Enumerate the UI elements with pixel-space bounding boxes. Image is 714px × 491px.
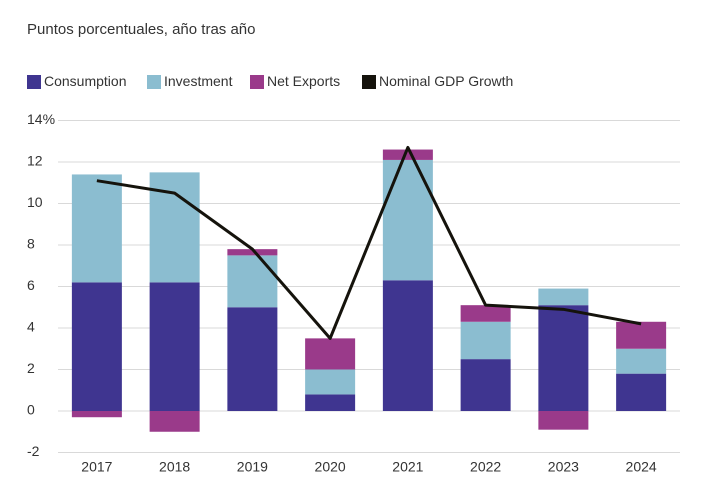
x-tick-label: 2020 — [315, 459, 346, 475]
y-tick-label: -2 — [27, 443, 40, 459]
bar-segment — [305, 394, 356, 411]
x-tick-label: 2019 — [237, 459, 268, 475]
bar-segment — [71, 411, 122, 418]
bar-segment — [538, 288, 589, 306]
bar-segment — [616, 373, 667, 411]
x-tick-label: 2017 — [81, 459, 112, 475]
x-tick-label: 2023 — [548, 459, 579, 475]
x-tick-label: 2021 — [392, 459, 423, 475]
bar-segment — [227, 255, 278, 308]
bar-segment — [382, 280, 433, 411]
bar-segment — [71, 282, 122, 411]
bar-segment — [382, 159, 433, 281]
chart-subtitle: Puntos porcentuales, año tras año — [27, 21, 256, 38]
x-tick-label: 2022 — [470, 459, 501, 475]
y-tick-label: 12 — [27, 153, 43, 169]
bar-segment — [227, 307, 278, 411]
y-tick-label: 4 — [27, 319, 35, 335]
legend-label: Net Exports — [267, 73, 340, 89]
legend-label: Investment — [164, 73, 233, 89]
bar-segment — [538, 305, 589, 411]
bar-segment — [149, 282, 200, 411]
legend-swatch — [147, 75, 161, 89]
x-tick-label: 2024 — [626, 459, 657, 475]
x-tick-label: 2018 — [159, 459, 190, 475]
line — [96, 145, 642, 340]
bar-segment — [460, 359, 511, 411]
y-tick-label: 8 — [27, 236, 35, 252]
legend-label: Nominal GDP Growth — [379, 73, 513, 89]
bar-segment — [227, 249, 278, 256]
bar-segment — [305, 369, 356, 395]
bar-segment — [305, 338, 356, 370]
legend-label: Consumption — [44, 73, 127, 89]
bar-segment — [538, 411, 589, 430]
bar-segment — [616, 321, 667, 349]
bar-segment — [460, 321, 511, 360]
y-tick-label: 0 — [27, 402, 35, 418]
bar-segment — [460, 305, 511, 322]
y-tick-label: 14% — [27, 111, 55, 127]
bar-segment — [71, 174, 122, 283]
bar-segment — [616, 348, 667, 374]
legend-swatch — [250, 75, 264, 89]
bar-segment — [149, 411, 200, 432]
y-tick-label: 2 — [27, 360, 35, 376]
legend-swatch — [362, 75, 376, 89]
y-tick-label: 10 — [27, 194, 43, 210]
y-tick-label: 6 — [27, 277, 35, 293]
legend-swatch — [27, 75, 41, 89]
bar-segment — [382, 149, 433, 160]
